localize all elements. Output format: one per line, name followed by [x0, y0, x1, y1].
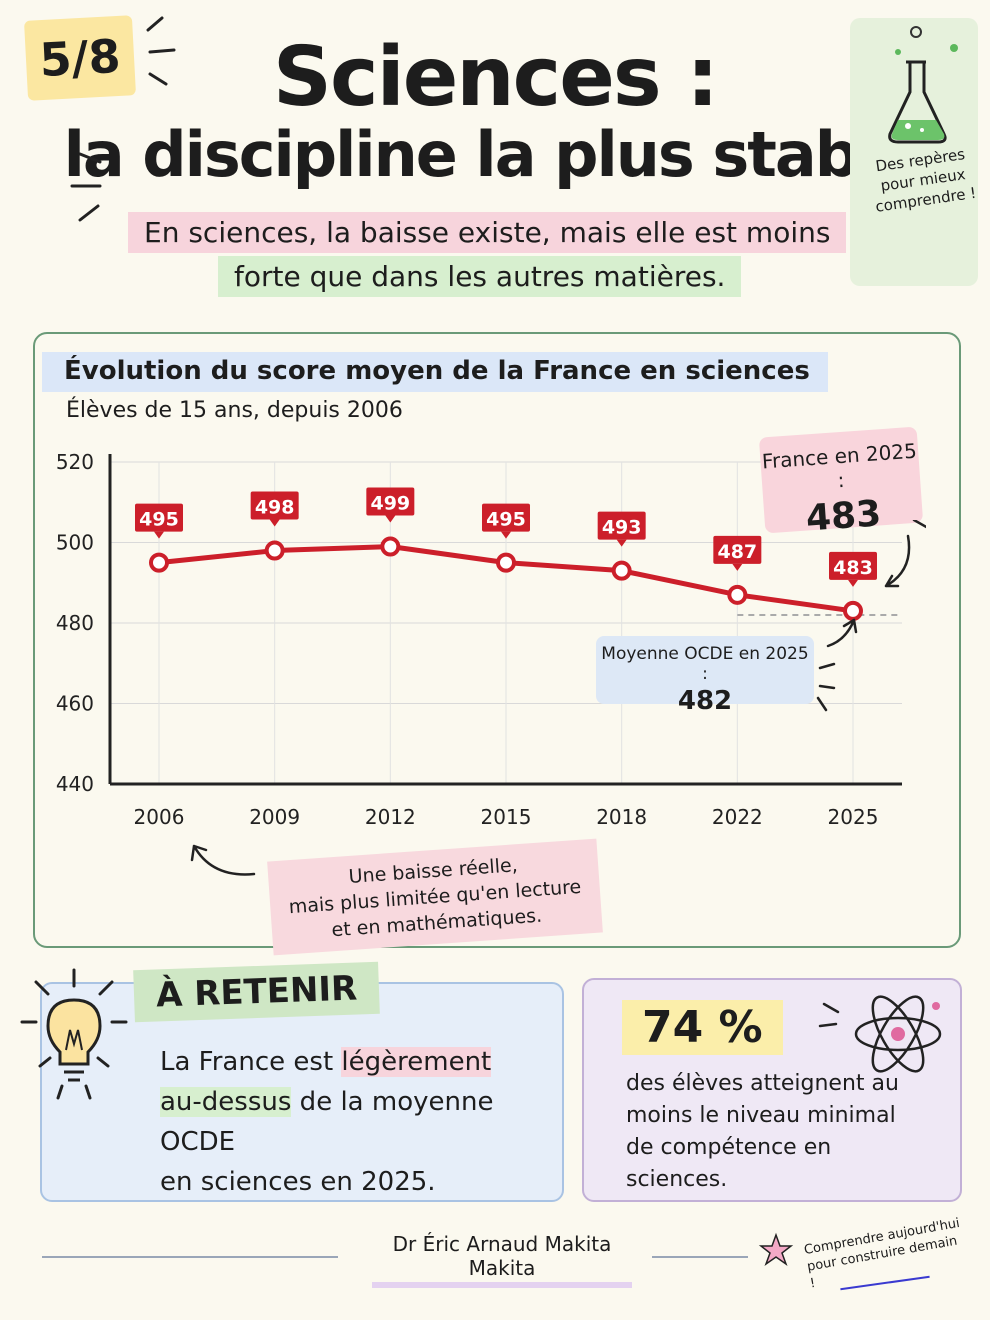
- x-tick-label: 2009: [249, 805, 300, 829]
- data-point: [611, 560, 632, 581]
- x-tick-label: 2018: [596, 805, 647, 829]
- data-point: [264, 540, 285, 561]
- data-label: 499: [370, 493, 410, 515]
- y-tick-label: 500: [56, 531, 94, 555]
- footer-divider: [42, 1256, 338, 1258]
- x-tick-label: 2006: [134, 805, 185, 829]
- oecd-callout-value: 482: [677, 686, 733, 716]
- subtitle-line1: En sciences, la baisse existe, mais elle…: [128, 212, 847, 253]
- star-icon: [758, 1232, 794, 1266]
- data-point: [843, 600, 863, 621]
- data-label: 495: [486, 509, 526, 531]
- data-label: 495: [139, 509, 179, 531]
- data-label-bg: [597, 511, 646, 540]
- data-label-pointer: [154, 531, 164, 539]
- retenir-part1: La France est: [160, 1047, 342, 1077]
- data-label-bg: [135, 503, 183, 532]
- data-label-bg: [713, 535, 762, 564]
- oecd-callout-label: Moyenne OCDE en 2025 :: [601, 644, 809, 684]
- flask-icon: [888, 26, 958, 144]
- data-label-pointer: [501, 531, 511, 539]
- y-tick-label: 520: [56, 450, 94, 474]
- data-label: 498: [255, 497, 295, 519]
- data-label-bg: [250, 491, 299, 520]
- retenir-highlight1: légèrement: [341, 1047, 492, 1077]
- data-label-bg: [482, 503, 530, 532]
- data-point: [727, 584, 748, 605]
- stat-value: 74 %: [622, 1000, 783, 1055]
- data-label-pointer: [385, 515, 396, 523]
- line-chart: 440 460 480 500 520 2006 2009 2012 2015 2018 2022 2…: [56, 450, 902, 829]
- data-label: 483: [833, 557, 873, 579]
- chart-title: Évolution du score moyen de la France en…: [42, 352, 828, 392]
- subtitle-line2: forte que dans les autres matières.: [218, 256, 742, 297]
- x-tick-label: 2015: [481, 805, 532, 829]
- france-callout-label: France en 2025 :: [761, 438, 918, 493]
- data-point: [149, 552, 169, 573]
- data-label-pointer: [616, 539, 627, 547]
- author-name: Dr Éric Arnaud Makita Makita: [372, 1232, 632, 1288]
- data-label-pointer: [269, 519, 280, 527]
- x-tick-label: 2025: [828, 805, 879, 829]
- retenir-part2: de la moyenne OCDE: [160, 1087, 494, 1157]
- sparkle-strokes-icon: [70, 152, 102, 222]
- atom-icon: [818, 995, 942, 1073]
- retenir-part3: en sciences en 2025.: [160, 1167, 436, 1197]
- y-tick-label: 480: [56, 611, 94, 635]
- page-title-line2: la discipline la plus stable: [63, 118, 919, 191]
- y-tick-label: 460: [56, 692, 94, 716]
- data-label-bg: [829, 551, 877, 580]
- retenir-box: [40, 982, 564, 1202]
- y-tick-label: 440: [56, 772, 94, 796]
- data-label: 493: [602, 517, 642, 539]
- data-label-pointer: [848, 579, 858, 587]
- retenir-highlight2: au-dessus: [160, 1087, 292, 1117]
- x-tick-label: 2012: [365, 805, 416, 829]
- data-label-bg: [366, 487, 415, 516]
- sparkle-strokes-icon: [146, 16, 176, 86]
- oecd-callout: Moyenne OCDE en 2025 : 482: [596, 636, 814, 716]
- data-label: 487: [717, 541, 757, 563]
- france-callout: France en 2025 : 483: [758, 426, 924, 539]
- data-point: [380, 536, 401, 557]
- footer-divider: [652, 1256, 748, 1258]
- page-title-line1: Sciences :: [272, 30, 719, 125]
- data-point: [496, 552, 516, 573]
- retenir-text: La France est légèrement au-dessus de la…: [160, 1042, 550, 1202]
- callout-arrows-icon: [816, 520, 926, 712]
- chart-subtitle: Élèves de 15 ans, depuis 2006: [66, 398, 403, 423]
- data-label-pointer: [732, 563, 743, 571]
- lightbulb-icon: [20, 968, 128, 1100]
- curved-arrow-icon: [190, 844, 256, 876]
- retenir-heading: À RETENIR: [133, 961, 381, 1023]
- stat-text: des élèves atteignent au moins le niveau…: [626, 1071, 899, 1192]
- x-tick-label: 2022: [712, 805, 763, 829]
